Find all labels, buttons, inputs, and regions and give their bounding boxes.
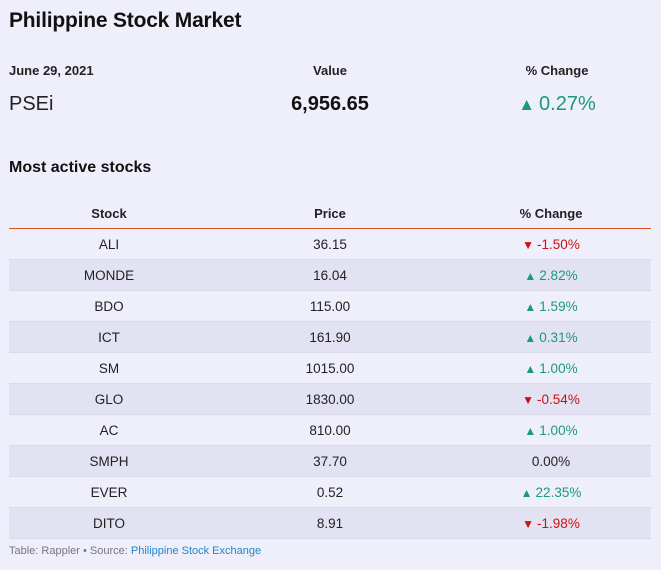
down-arrow-icon: ▼: [522, 517, 535, 531]
up-arrow-icon: ▲: [520, 486, 533, 500]
stock-symbol: EVER: [90, 485, 128, 500]
stock-symbol: AC: [99, 423, 119, 438]
stock-change: ▼ -1.98%: [471, 516, 631, 531]
stock-change: 0.00%: [471, 454, 631, 469]
summary-change-header: % Change: [525, 63, 589, 78]
table-row: ALI 36.15 ▼ -1.50%: [9, 229, 651, 260]
table-row: DITO 8.91 ▼ -1.98%: [9, 508, 651, 539]
stock-change: ▲ 1.00%: [471, 423, 631, 438]
column-header-price: Price: [314, 206, 346, 221]
stock-change-value: -1.50%: [537, 237, 580, 252]
index-summary-row: PSEi 6,956.65 ▲ 0.27%: [9, 93, 651, 119]
table-row: SMPH 37.70 0.00%: [9, 446, 651, 477]
most-active-table: Stock Price % Change ALI 36.15 ▼ -1.50% MOND…: [9, 200, 651, 539]
stock-price: 8.91: [316, 516, 344, 531]
stock-change: ▲ 1.00%: [471, 361, 631, 376]
stock-symbol: DITO: [92, 516, 125, 531]
table-body: ALI 36.15 ▼ -1.50% MONDE 16.04 ▲ 2.82% BDO 115.00…: [9, 229, 651, 539]
index-change: ▲ 0.27%: [477, 93, 637, 116]
stock-change: ▲ 0.31%: [471, 330, 631, 345]
index-name: PSEi: [9, 93, 54, 115]
table-row: MONDE 16.04 ▲ 2.82%: [9, 260, 651, 291]
table-row: GLO 1830.00 ▼ -0.54%: [9, 384, 651, 415]
down-arrow-icon: ▼: [522, 238, 535, 252]
stock-symbol: BDO: [94, 299, 124, 314]
stock-change-value: 1.00%: [539, 423, 578, 438]
up-arrow-icon: ▲: [524, 269, 537, 283]
stock-change-value: 1.59%: [539, 299, 578, 314]
stock-change-value: -1.98%: [537, 516, 580, 531]
source-link[interactable]: Philippine Stock Exchange: [130, 545, 262, 557]
stock-symbol: ICT: [98, 330, 120, 345]
column-header-change: % Change: [519, 206, 583, 221]
stock-price: 16.04: [313, 268, 347, 283]
table-row: AC 810.00 ▲ 1.00%: [9, 415, 651, 446]
stock-price: 161.90: [309, 330, 351, 345]
stock-price: 1015.00: [305, 361, 355, 376]
index-change-value: 0.27%: [539, 93, 596, 115]
up-arrow-icon: ▲: [524, 362, 537, 376]
table-row: SM 1015.00 ▲ 1.00%: [9, 353, 651, 384]
stock-change-value: 1.00%: [539, 361, 578, 376]
stock-price: 810.00: [309, 423, 351, 438]
stock-symbol: SM: [98, 361, 120, 376]
stock-price: 115.00: [309, 299, 351, 314]
stock-change-value: 0.31%: [539, 330, 578, 345]
stock-change-value: -0.54%: [537, 392, 580, 407]
summary-date: June 29, 2021: [9, 63, 94, 78]
page-title: Philippine Stock Market: [9, 9, 242, 32]
stock-change-value: 22.35%: [535, 485, 582, 500]
column-header-stock: Stock: [91, 206, 127, 221]
up-arrow-icon: ▲: [518, 95, 536, 114]
table-row: EVER 0.52 ▲ 22.35%: [9, 477, 651, 508]
stock-change-value: 2.82%: [539, 268, 578, 283]
stock-symbol: GLO: [94, 392, 124, 407]
up-arrow-icon: ▲: [524, 331, 537, 345]
stock-change: ▲ 22.35%: [471, 485, 631, 500]
summary-header: June 29, 2021 Value % Change: [9, 63, 651, 79]
stock-symbol: MONDE: [83, 268, 135, 283]
stock-symbol: ALI: [98, 237, 120, 252]
stock-change: ▼ -0.54%: [471, 392, 631, 407]
up-arrow-icon: ▲: [524, 300, 537, 314]
index-value: 6,956.65: [291, 93, 369, 115]
stock-change: ▼ -1.50%: [471, 237, 631, 252]
section-title: Most active stocks: [9, 159, 152, 176]
stock-symbol: SMPH: [89, 454, 129, 469]
footer-credit: Table: Rappler • Source: Philippine Stoc…: [9, 545, 261, 557]
stock-price: 37.70: [313, 454, 347, 469]
summary-value-header: Value: [313, 63, 347, 78]
stock-change: ▲ 1.59%: [471, 299, 631, 314]
up-arrow-icon: ▲: [524, 424, 537, 438]
stock-price: 36.15: [313, 237, 347, 252]
stock-change-value: 0.00%: [531, 454, 571, 469]
table-row: BDO 115.00 ▲ 1.59%: [9, 291, 651, 322]
table-row: ICT 161.90 ▲ 0.31%: [9, 322, 651, 353]
stock-price: 0.52: [316, 485, 344, 500]
stock-price: 1830.00: [305, 392, 355, 407]
down-arrow-icon: ▼: [522, 393, 535, 407]
table-header-row: Stock Price % Change: [9, 200, 651, 229]
stock-change: ▲ 2.82%: [471, 268, 631, 283]
footer-prefix: Table: Rappler • Source:: [9, 545, 131, 557]
